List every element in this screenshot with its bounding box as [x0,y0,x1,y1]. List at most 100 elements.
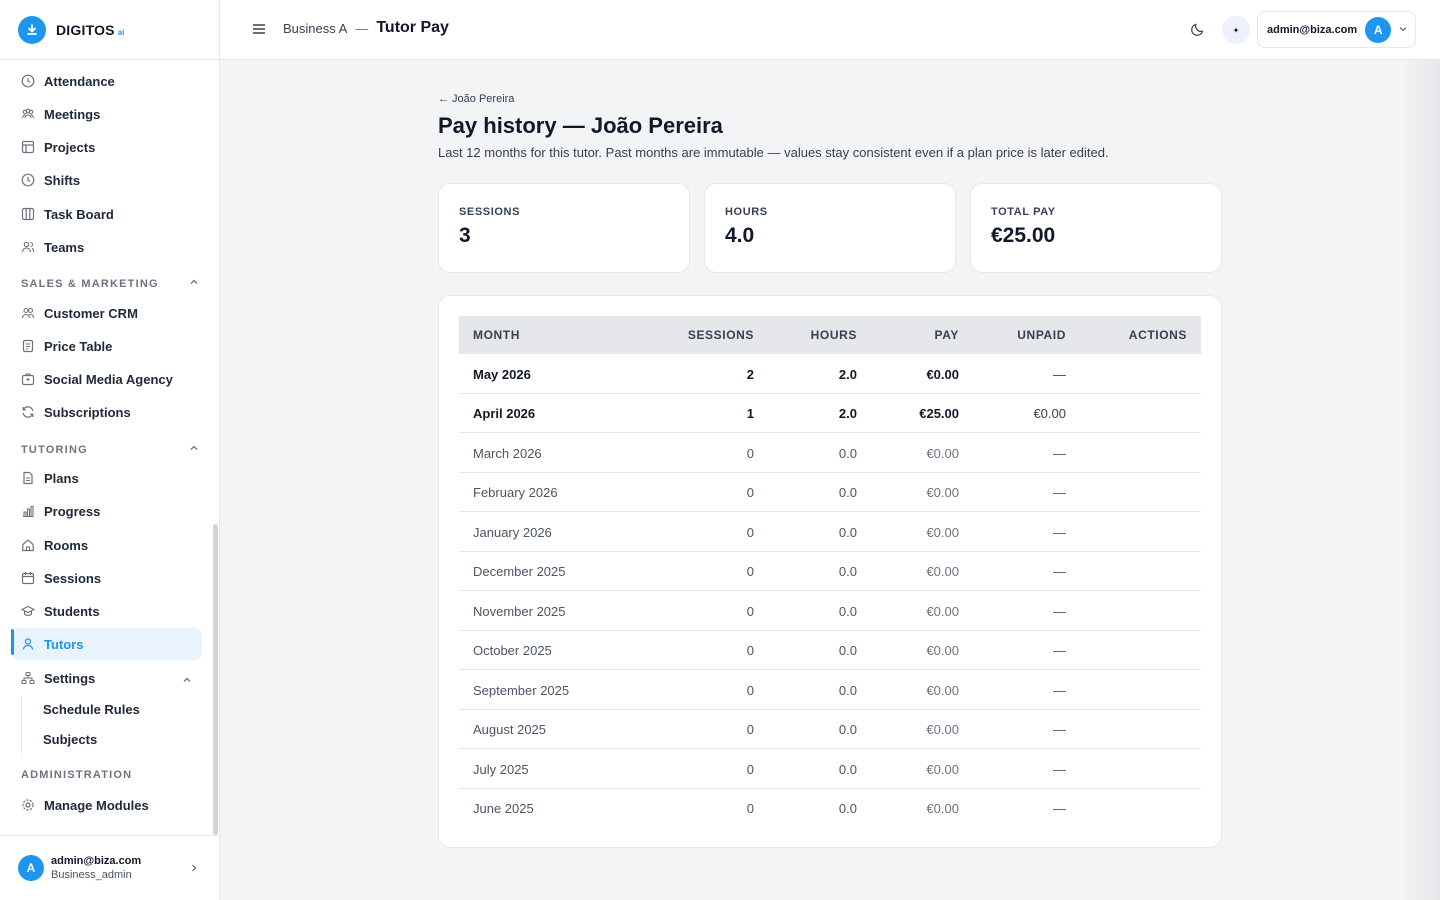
cell-hours: 0.0 [838,643,857,658]
sidebar-item-label: Settings [44,670,96,686]
sparkle-icon[interactable]: ✦ [1222,16,1250,44]
stat-value: 4.0 [725,224,755,247]
sidebar-item-tutors[interactable]: Tutors [12,628,202,660]
section-label: TUTORING [21,443,88,456]
cell-sessions: 1 [746,406,754,421]
cell-month: June 2025 [473,801,534,816]
moon-icon[interactable] [1190,22,1205,42]
document-icon [20,471,35,486]
cell-pay: €0.00 [926,485,959,500]
stat-label: TOTAL PAY [991,206,1056,218]
menu-icon[interactable] [250,20,268,38]
column-header-pay: PAY [934,328,959,342]
sidebar-item-settings[interactable]: Settings [12,662,202,694]
cell-sessions: 0 [746,762,754,777]
section-tutoring[interactable]: TUTORING [21,443,201,456]
cell-hours: 0.0 [838,485,857,500]
sidebar-item-plans[interactable]: Plans [12,462,202,494]
cell-hours: 0.0 [838,604,857,619]
cell-month: May 2026 [473,367,531,382]
sidebar-item-projects[interactable]: Projects [12,131,202,163]
table-row: June 2025 0 0.0 €0.00 — [459,788,1201,828]
sidebar-item-manage-modules[interactable]: Manage Modules [12,789,202,821]
sidebar-item-social-media-agency[interactable]: Social Media Agency [12,363,202,395]
sidebar-user[interactable]: A admin@biza.com Business_admin [0,835,219,900]
table-row: September 2025 0 0.0 €0.00 — [459,670,1201,710]
account-email: admin@biza.com [1267,23,1358,36]
cell-unpaid: €0.00 [1033,406,1066,421]
clock-icon [20,173,35,188]
sidebar-item-meetings[interactable]: Meetings [12,98,202,130]
column-header-actions: ACTIONS [1128,328,1187,342]
sidebar-item-task-board[interactable]: Task Board [12,198,202,230]
graduation-cap-icon [20,604,35,619]
stat-label: HOURS [725,206,768,218]
sidebar-item-shifts[interactable]: Shifts [12,164,202,196]
cell-hours: 2.0 [838,406,857,421]
table-row: March 2026 0 0.0 €0.00 — [459,433,1201,473]
sidebar-item-customer-crm[interactable]: Customer CRM [12,297,202,329]
sidebar-item-progress[interactable]: Progress [12,495,202,527]
cell-pay: €0.00 [926,762,959,777]
cell-unpaid: — [1053,604,1066,619]
brand[interactable]: DIGITOS ai [0,0,219,60]
sidebar-item-subscriptions[interactable]: Subscriptions [12,396,202,428]
table-header: MONTH SESSIONS HOURS PAY UNPAID ACTIONS [459,316,1201,354]
stat-card-hours: HOURS 4.0 [704,183,956,273]
account-menu-button[interactable]: admin@biza.com A [1257,11,1416,48]
page-description: Last 12 months for this tutor. Past mont… [438,145,1109,160]
cell-unpaid: — [1053,762,1066,777]
document-icon [20,339,35,354]
refresh-icon [20,405,35,420]
sidebar-item-label: Students [44,603,100,619]
bar-chart-icon [20,504,35,519]
sidebar-item-students[interactable]: Students [12,595,202,627]
active-indicator [11,629,14,655]
chevron-right-icon [189,860,199,878]
sidebar-item-label: Price Table [44,338,113,354]
sidebar-item-label: Meetings [44,106,101,122]
section-label: ADMINISTRATION [21,769,133,781]
stat-value: 3 [459,224,471,247]
breadcrumb-separator: — [355,20,369,36]
sidebar-item-attendance[interactable]: Attendance [12,65,202,97]
sidebar-item-label: Sessions [44,570,102,586]
sidebar-item-label: Shifts [44,172,81,188]
brand-name: DIGITOS [56,21,115,38]
sidebar-subitem-schedule-rules[interactable]: Schedule Rules [43,702,140,717]
cell-unpaid: — [1053,643,1066,658]
sidebar-item-price-table[interactable]: Price Table [12,330,202,362]
user-email: admin@biza.com [51,855,142,867]
sitemap-icon [20,671,35,686]
section-administration: ADMINISTRATION [21,769,201,781]
sidebar-item-teams[interactable]: Teams [12,231,202,263]
calendar-icon [20,571,35,586]
home-icon [20,538,35,553]
chevron-up-icon [182,673,192,688]
cell-hours: 0.0 [838,762,857,777]
chevron-down-icon [1398,21,1408,39]
section-label: SALES & MARKETING [21,277,159,290]
cell-month: August 2025 [473,722,547,737]
cell-pay: €0.00 [926,367,959,382]
sidebar-item-label: Teams [44,239,85,255]
section-sales-marketing[interactable]: SALES & MARKETING [21,277,201,290]
sidebar-item-rooms[interactable]: Rooms [12,529,202,561]
cell-hours: 0.0 [838,525,857,540]
sidebar-item-sessions[interactable]: Sessions [12,562,202,594]
chevron-up-icon [189,277,199,290]
cell-sessions: 2 [746,367,754,382]
sidebar-subitem-subjects[interactable]: Subjects [43,732,98,747]
cell-unpaid: — [1053,367,1066,382]
stat-label: SESSIONS [459,206,521,218]
page-title: Pay history — João Pereira [438,113,723,138]
column-header-unpaid: UNPAID [1017,328,1066,342]
sidebar-scrollbar[interactable] [213,524,218,835]
cell-sessions: 0 [746,801,754,816]
sidebar-item-label: Tutors [44,636,84,652]
back-link[interactable]: ← João Pereira [438,93,515,105]
sidebar-item-label: Plans [44,470,79,486]
sidebar-item-label: Attendance [44,73,115,89]
cell-sessions: 0 [746,485,754,500]
breadcrumb-business[interactable]: Business A [283,20,348,36]
